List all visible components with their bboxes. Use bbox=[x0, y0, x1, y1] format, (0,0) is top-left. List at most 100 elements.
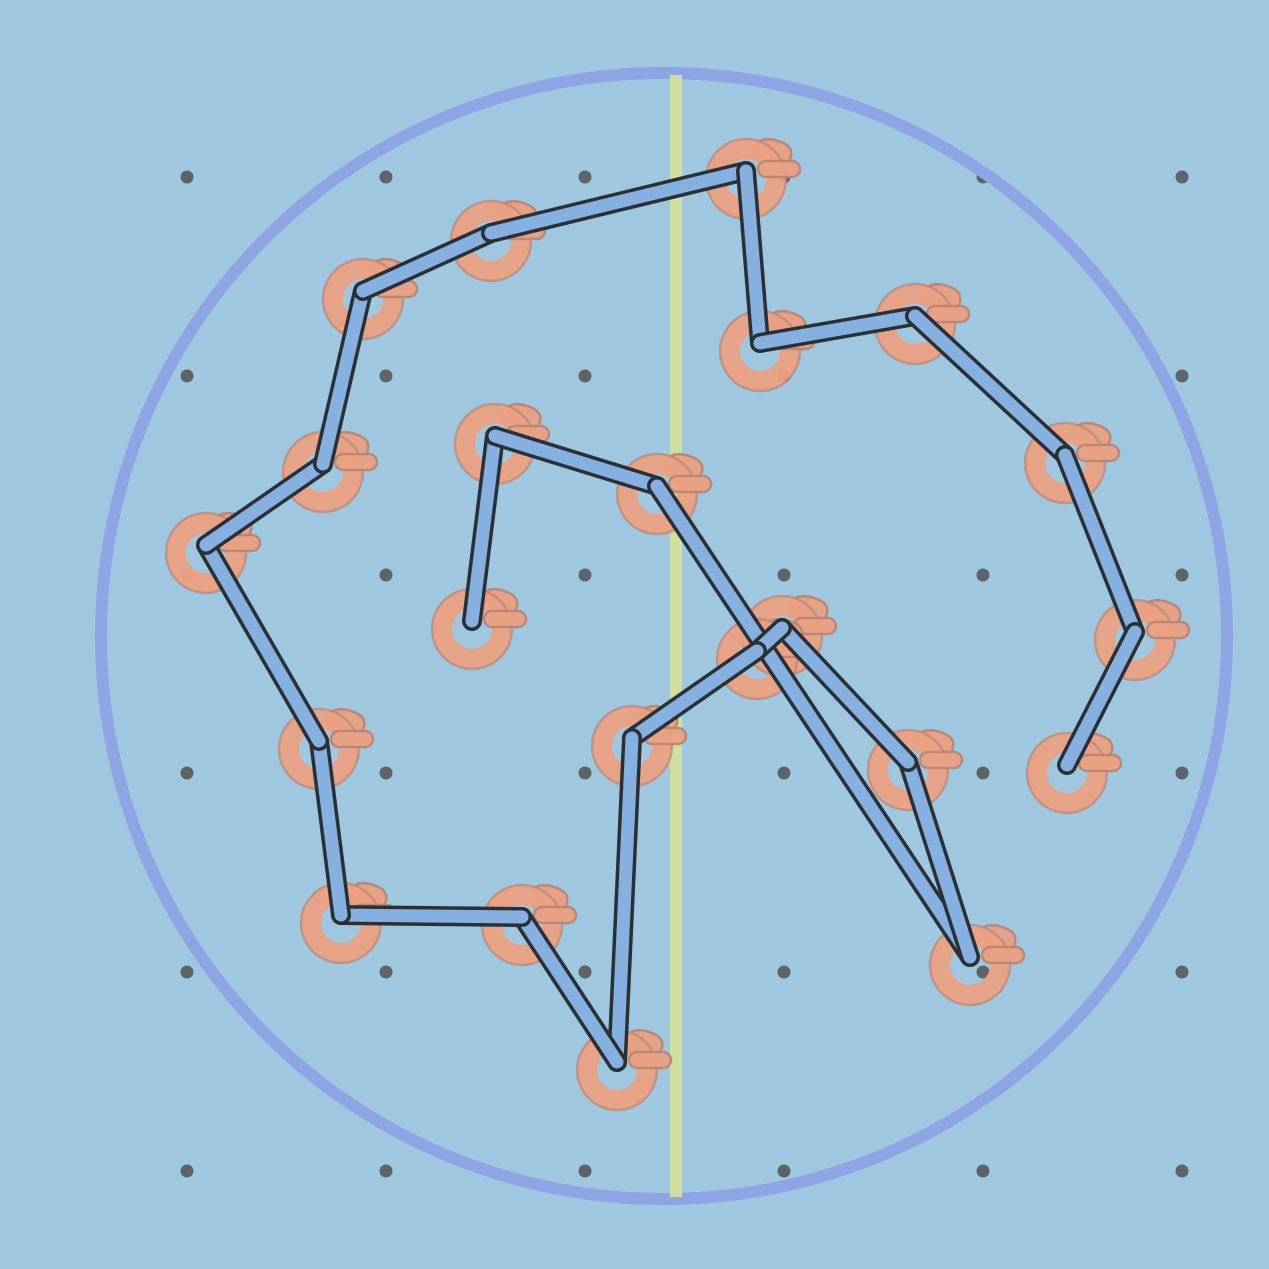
path-node-19[interactable] bbox=[1023, 421, 1121, 505]
path-segment-15[interactable] bbox=[481, 161, 756, 243]
node-ring-outer bbox=[321, 257, 405, 341]
grid-dot-0-0 bbox=[180, 170, 194, 184]
segment-fill bbox=[334, 908, 529, 924]
node-ring bbox=[1025, 423, 1105, 503]
grid-dot-4-5 bbox=[1175, 965, 1189, 979]
grid-dot-5-0 bbox=[180, 1164, 194, 1178]
node-tab bbox=[980, 945, 1026, 965]
path-segment-0[interactable] bbox=[462, 426, 505, 631]
segment-fill bbox=[901, 755, 977, 964]
path-segment-10[interactable] bbox=[309, 731, 351, 925]
path-segment-6[interactable] bbox=[622, 641, 767, 748]
node-tab bbox=[1145, 620, 1191, 640]
path-node-0[interactable] bbox=[430, 587, 528, 671]
path-segments bbox=[196, 161, 1145, 1072]
node-tab bbox=[627, 1050, 673, 1070]
grid-dot-2-1 bbox=[379, 568, 393, 582]
node-ring-outer bbox=[1023, 421, 1107, 505]
node-ring-outer bbox=[866, 728, 950, 812]
segment-fill bbox=[356, 226, 498, 298]
segment-fill bbox=[484, 164, 753, 240]
path-segment-19[interactable] bbox=[1055, 445, 1145, 642]
path-segment-8[interactable] bbox=[512, 907, 627, 1072]
grid-dot-0-1 bbox=[379, 170, 393, 184]
node-tab bbox=[333, 452, 379, 472]
grid-dot-4-2 bbox=[578, 965, 592, 979]
path-segment-16[interactable] bbox=[736, 161, 770, 353]
segment-fill bbox=[515, 910, 624, 1069]
path-segment-18[interactable] bbox=[905, 306, 1075, 465]
grid-dot-5-3 bbox=[777, 1164, 791, 1178]
path-segment-11[interactable] bbox=[196, 535, 329, 751]
segment-fill bbox=[488, 429, 664, 493]
segment-fill bbox=[465, 429, 502, 628]
node-ring-outer bbox=[164, 511, 248, 595]
path-segment-9[interactable] bbox=[331, 905, 532, 927]
node-ring-outer bbox=[615, 452, 699, 536]
node-ring-outer bbox=[1025, 731, 1109, 815]
path-segment-1[interactable] bbox=[485, 426, 667, 496]
segment-fill bbox=[625, 644, 764, 745]
node-tab bbox=[756, 159, 802, 179]
grid-dot-2-4 bbox=[976, 568, 990, 582]
grid-dot-4-1 bbox=[379, 965, 393, 979]
path-node-3[interactable] bbox=[928, 923, 1026, 1007]
node-tab bbox=[532, 905, 578, 925]
node-tab bbox=[1075, 443, 1121, 463]
node-tab bbox=[1077, 753, 1123, 773]
node-ring bbox=[166, 513, 246, 593]
path-segment-7[interactable] bbox=[607, 728, 642, 1072]
node-tab bbox=[482, 609, 528, 629]
grid-dot-3-5 bbox=[1175, 766, 1189, 780]
grid-dot-1-1 bbox=[379, 369, 393, 383]
grid-dot-2-5 bbox=[1175, 568, 1189, 582]
segment-fill bbox=[199, 457, 330, 552]
grid-dot-3-2 bbox=[578, 766, 592, 780]
node-tab bbox=[667, 474, 713, 494]
grid-dot-5-5 bbox=[1175, 1164, 1189, 1178]
path-segment-14[interactable] bbox=[353, 223, 501, 301]
node-ring bbox=[617, 454, 697, 534]
path-segment-4[interactable] bbox=[772, 618, 918, 772]
grid-dot-3-0 bbox=[180, 766, 194, 780]
grid-dot-3-1 bbox=[379, 766, 393, 780]
segment-fill bbox=[650, 479, 977, 964]
grid-dot-1-0 bbox=[180, 369, 194, 383]
grid-dot-3-4 bbox=[976, 766, 990, 780]
path-segment-13[interactable] bbox=[313, 281, 373, 474]
segment-fill bbox=[753, 309, 922, 350]
segment-fill bbox=[1060, 625, 1142, 772]
node-tab bbox=[329, 729, 375, 749]
grid-dot-1-2 bbox=[578, 369, 592, 383]
segment-fill bbox=[199, 538, 326, 748]
path-segment-3[interactable] bbox=[898, 752, 980, 967]
path-segment-2[interactable] bbox=[647, 476, 980, 967]
grid-dot-4-3 bbox=[777, 965, 791, 979]
path-segment-17[interactable] bbox=[750, 306, 925, 353]
arena-boundary-ring bbox=[95, 67, 1233, 1205]
grid-dot-5-4 bbox=[976, 1164, 990, 1178]
path-node-11[interactable] bbox=[277, 707, 375, 791]
grid-dot-3-3 bbox=[777, 766, 791, 780]
grid-dot-0-2 bbox=[578, 170, 592, 184]
grid-dot-4-4 bbox=[976, 965, 990, 979]
grid-dot-2-2 bbox=[578, 568, 592, 582]
path-node-2[interactable] bbox=[615, 452, 713, 536]
grid-dot-5-1 bbox=[379, 1164, 393, 1178]
grid-dot-2-3 bbox=[777, 568, 791, 582]
path-segment-20[interactable] bbox=[1057, 622, 1145, 775]
grid-dot-4-0 bbox=[180, 965, 194, 979]
segment-fill bbox=[1058, 448, 1142, 639]
segment-fill bbox=[312, 734, 348, 922]
node-ring bbox=[1027, 733, 1107, 813]
grid-dot-1-5 bbox=[1175, 369, 1189, 383]
node-tab bbox=[918, 750, 964, 770]
node-ring-outer bbox=[1093, 598, 1177, 682]
segment-fill bbox=[316, 284, 370, 471]
path-segment-12[interactable] bbox=[196, 454, 333, 555]
path-node-4[interactable] bbox=[866, 728, 964, 812]
segment-fill bbox=[610, 731, 639, 1069]
node-ring bbox=[868, 730, 948, 810]
segment-fill bbox=[775, 621, 915, 769]
